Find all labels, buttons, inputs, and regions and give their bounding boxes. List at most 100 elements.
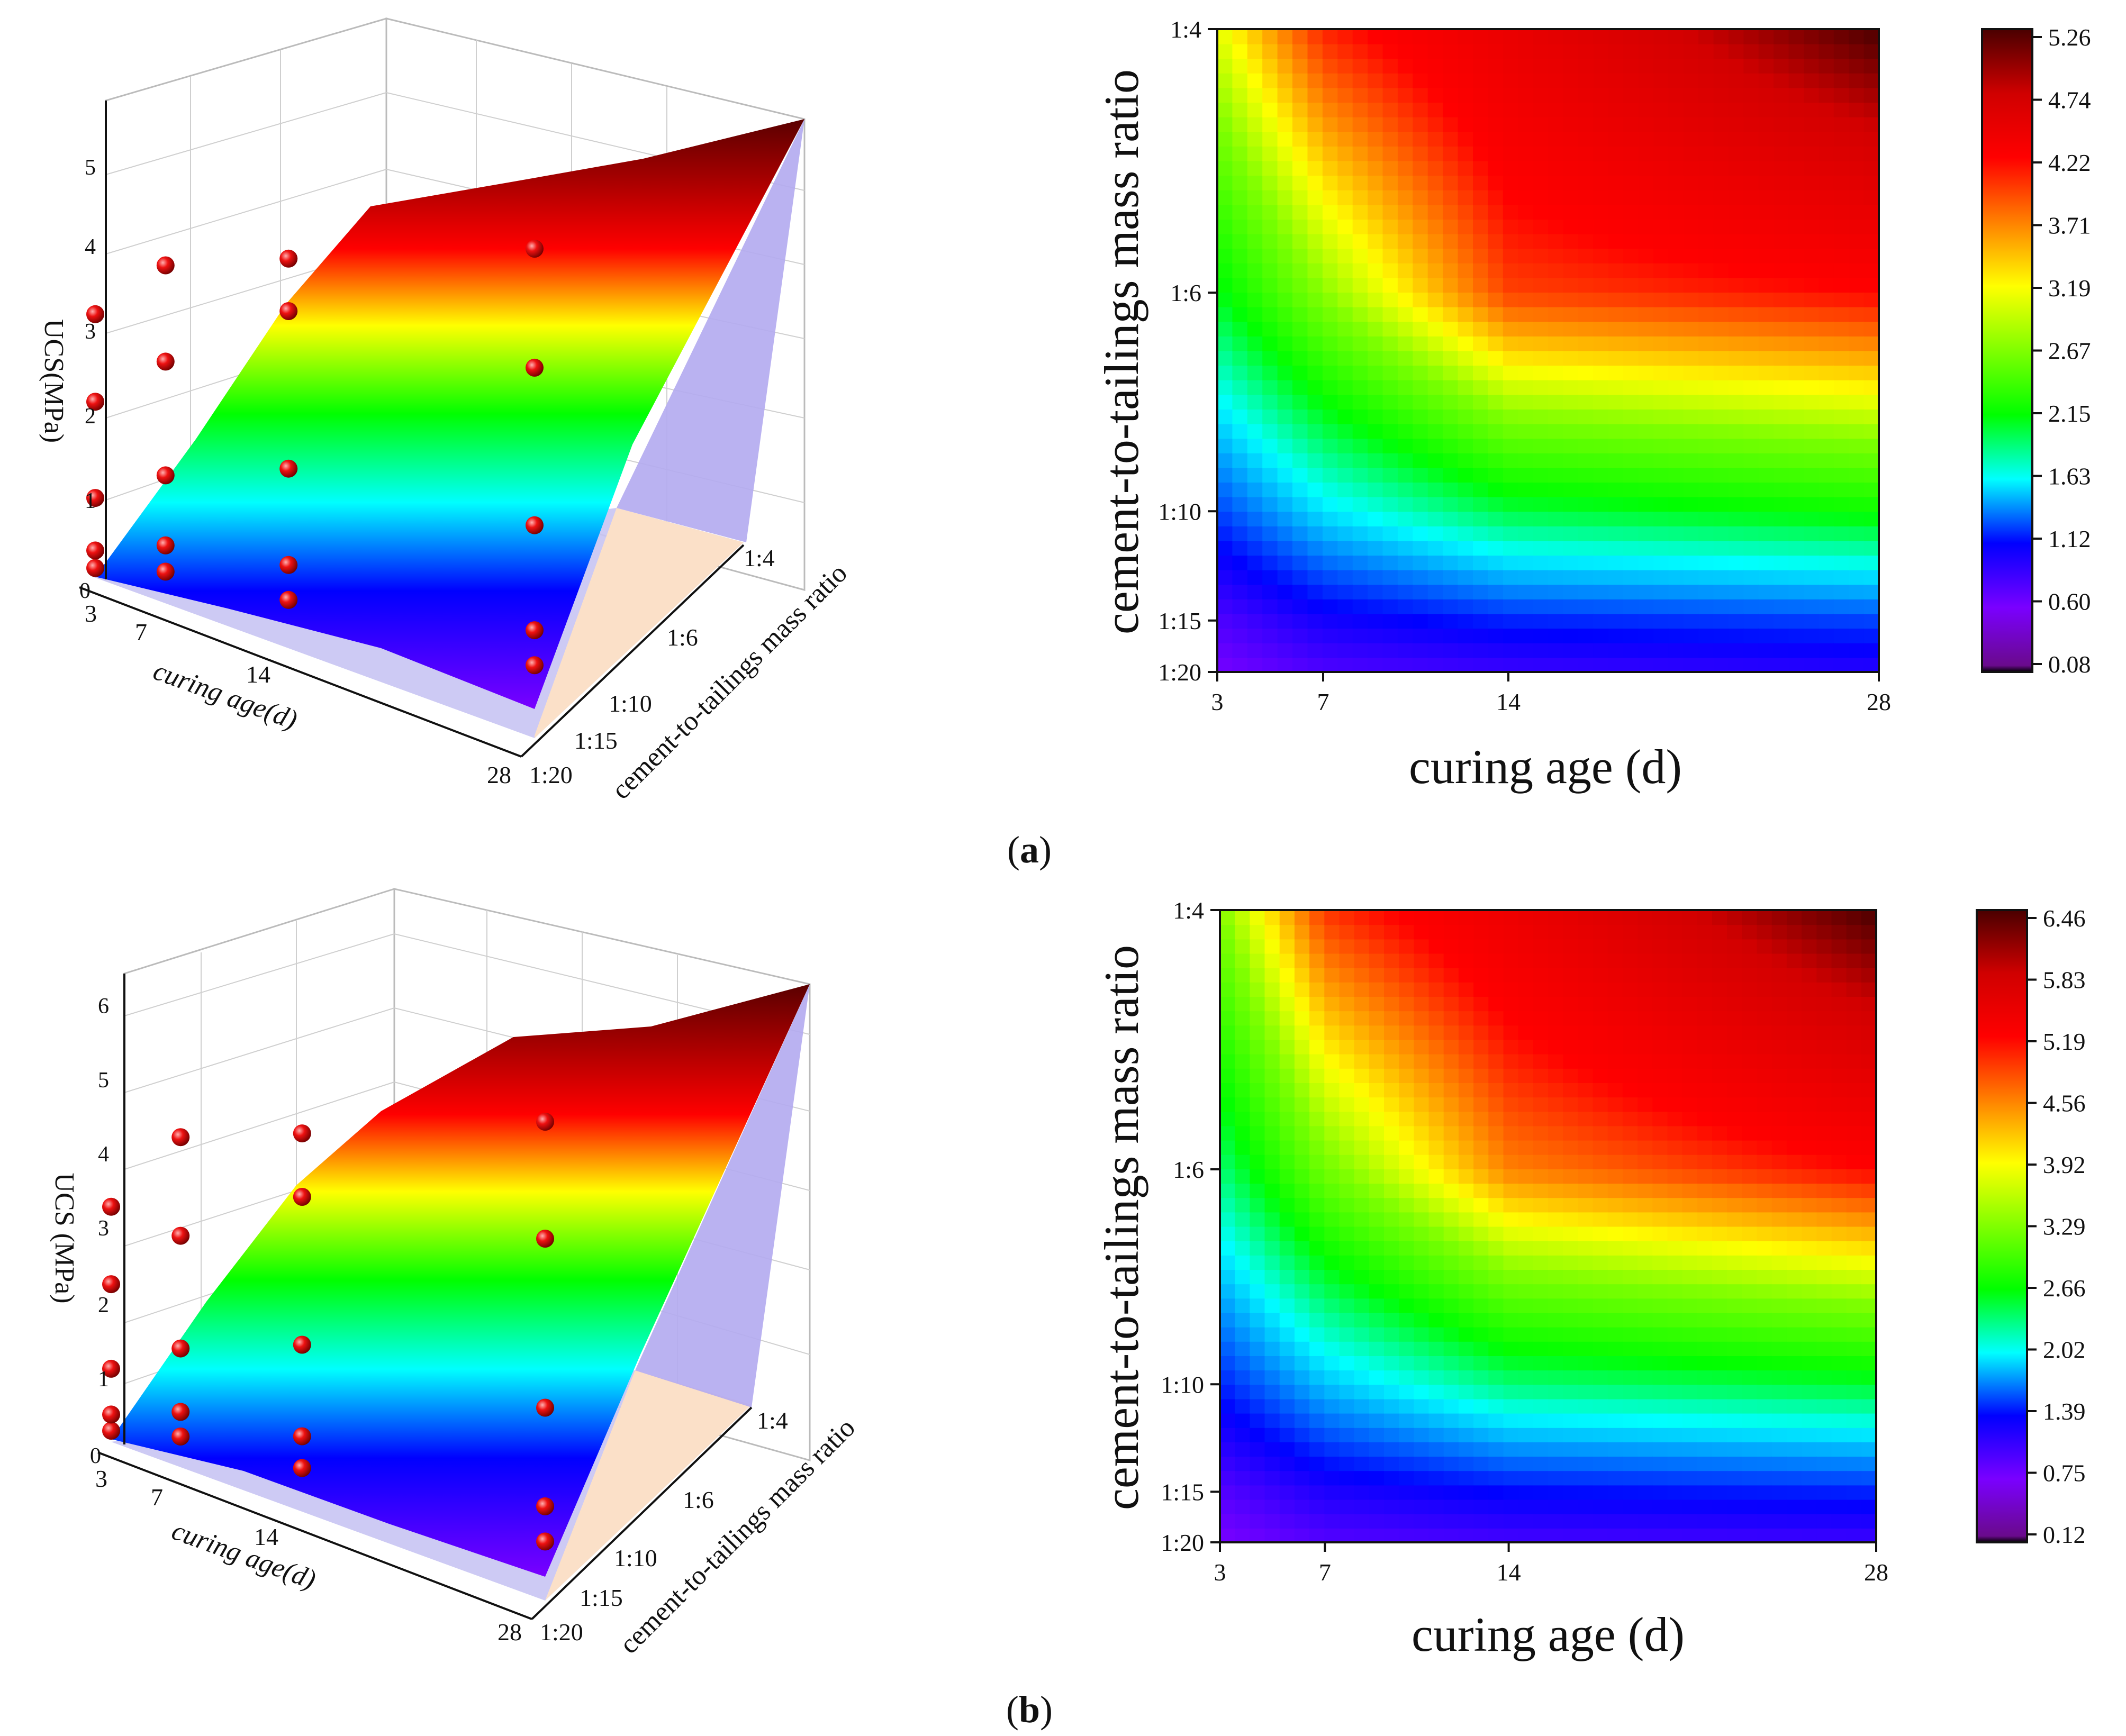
contour-cell bbox=[1322, 482, 1338, 497]
contour-cell bbox=[1279, 1470, 1295, 1486]
contour-cell bbox=[1578, 482, 1594, 497]
contour-cell bbox=[1849, 642, 1865, 658]
contour-cell bbox=[1279, 1370, 1295, 1385]
contour-cell bbox=[1578, 613, 1594, 629]
contour-cell bbox=[1622, 1082, 1639, 1098]
x-tick-label: 3 bbox=[1214, 1559, 1226, 1586]
contour-cell bbox=[1742, 910, 1758, 925]
contour-cell bbox=[1307, 116, 1323, 132]
contour-cell bbox=[1802, 1513, 1817, 1529]
contour-cell bbox=[1697, 1470, 1713, 1486]
contour-cell bbox=[1443, 555, 1459, 570]
contour-cell bbox=[1774, 613, 1789, 629]
contour-cell bbox=[1758, 277, 1775, 293]
contour-cell bbox=[1578, 452, 1594, 468]
contour-cell bbox=[1608, 569, 1624, 585]
contour-cell bbox=[1593, 1513, 1608, 1529]
contour-cell bbox=[1382, 175, 1398, 190]
contour-cell bbox=[1698, 409, 1714, 424]
contour-cell bbox=[1548, 306, 1564, 322]
contour-cell bbox=[1488, 379, 1504, 395]
contour-cell bbox=[1247, 306, 1263, 322]
contour-cell bbox=[1232, 569, 1248, 585]
contour-cell bbox=[1369, 939, 1385, 954]
contour-cell bbox=[1458, 1513, 1474, 1529]
contour-cell bbox=[1682, 1154, 1698, 1169]
contour-cell bbox=[1653, 467, 1669, 483]
contour-cell bbox=[1728, 102, 1744, 117]
contour-cell bbox=[1458, 598, 1473, 614]
contour-cell bbox=[1652, 1341, 1668, 1356]
contour-cell bbox=[1503, 910, 1519, 925]
contour-cell bbox=[1683, 29, 1699, 44]
contour-cell bbox=[1638, 1168, 1653, 1184]
contour-cell bbox=[1819, 379, 1834, 395]
contour-cell bbox=[1578, 423, 1594, 439]
contour-cell bbox=[1593, 175, 1609, 190]
contour-cell bbox=[1607, 1398, 1623, 1414]
contour-cell bbox=[1217, 306, 1233, 322]
contour-cell bbox=[1235, 1039, 1251, 1055]
contour-cell bbox=[1232, 438, 1248, 453]
contour-cell bbox=[1458, 1413, 1474, 1428]
contour-cell bbox=[1698, 146, 1714, 161]
data-point bbox=[526, 516, 544, 534]
contour-cell bbox=[1397, 116, 1414, 132]
contour-cell bbox=[1668, 219, 1684, 234]
contour-cell bbox=[1339, 1370, 1355, 1385]
contour-cell bbox=[1473, 365, 1489, 380]
contour-cell bbox=[1369, 1240, 1385, 1256]
contour-cell bbox=[1503, 939, 1519, 954]
contour-cell bbox=[1232, 29, 1248, 44]
contour-cell bbox=[1518, 1154, 1534, 1169]
contour-cell bbox=[1593, 233, 1609, 249]
contour-cell bbox=[1220, 1183, 1236, 1198]
contour-cell bbox=[1728, 657, 1744, 672]
data-point bbox=[156, 256, 175, 275]
contour-cell bbox=[1819, 160, 1834, 176]
contour-cell bbox=[1488, 1039, 1504, 1055]
contour-cell bbox=[1819, 219, 1834, 234]
contour-cell bbox=[1682, 1212, 1698, 1227]
contour-cell bbox=[1232, 131, 1248, 147]
contour-cell bbox=[1232, 160, 1248, 176]
contour-cell bbox=[1757, 1470, 1772, 1486]
contour-cell bbox=[1399, 1255, 1415, 1270]
contour-cell bbox=[1217, 525, 1233, 541]
contour-cell bbox=[1354, 1427, 1370, 1442]
contour-cell bbox=[1712, 1240, 1728, 1256]
contour-cell bbox=[1292, 146, 1308, 161]
contour-cell bbox=[1742, 1413, 1758, 1428]
contour-cell bbox=[1309, 1053, 1325, 1069]
contour-cell bbox=[1518, 569, 1534, 585]
contour-cell bbox=[1307, 248, 1323, 263]
contour-cell bbox=[1622, 1341, 1639, 1356]
contour-cell bbox=[1397, 131, 1414, 147]
contour-cell bbox=[1533, 1312, 1549, 1328]
contour-cell bbox=[1264, 1168, 1280, 1184]
contour-cell bbox=[1682, 1499, 1698, 1514]
contour-cell bbox=[1712, 1183, 1728, 1198]
contour-cell bbox=[1802, 967, 1817, 983]
contour-cell bbox=[1713, 321, 1729, 337]
ratio-tick: 1:10 bbox=[614, 1544, 657, 1571]
contour-cell bbox=[1578, 1513, 1594, 1529]
contour-cell bbox=[1307, 43, 1323, 59]
contour-cell bbox=[1607, 1240, 1623, 1256]
contour-cell bbox=[1758, 262, 1775, 278]
contour-cell bbox=[1804, 394, 1820, 410]
contour-cell bbox=[1713, 306, 1729, 322]
contour-cell bbox=[1771, 1326, 1787, 1342]
contour-cell bbox=[1292, 102, 1308, 117]
contour-cell bbox=[1337, 569, 1353, 585]
contour-cell bbox=[1774, 321, 1789, 337]
contour-cell bbox=[1220, 1326, 1236, 1342]
contour-cell bbox=[1804, 72, 1820, 88]
contour-cell bbox=[1713, 29, 1729, 44]
contour-cell bbox=[1473, 1025, 1489, 1040]
contour-cell bbox=[1712, 910, 1728, 925]
contour-cell bbox=[1563, 924, 1579, 940]
contour-cell bbox=[1771, 1341, 1787, 1356]
contour-cell bbox=[1354, 1384, 1370, 1399]
contour-cell bbox=[1414, 1384, 1430, 1399]
